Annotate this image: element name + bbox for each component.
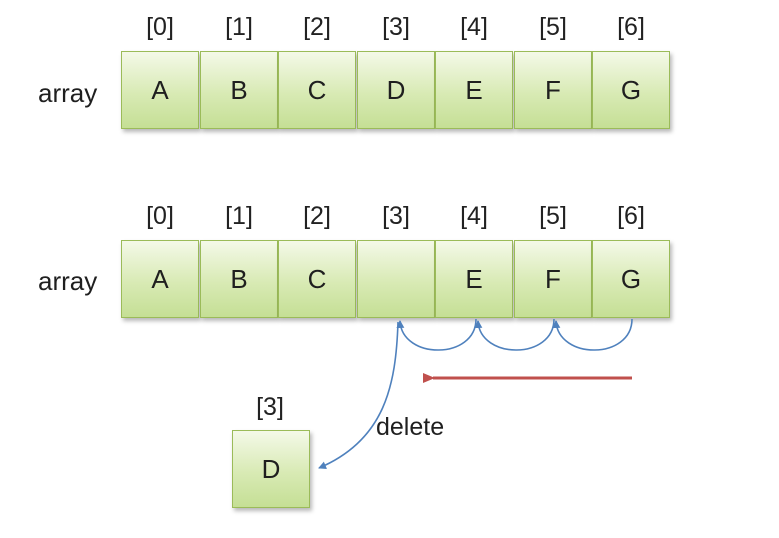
top-cell-1: B	[200, 51, 278, 129]
bottom-index-4: [4]	[460, 202, 488, 230]
bottom-index-0: [0]	[146, 202, 174, 230]
top-array-label: array	[38, 78, 98, 108]
bottom-cell-1: B	[200, 240, 278, 318]
top-index-5: [5]	[539, 13, 567, 41]
deleted-index: [3]	[256, 393, 284, 421]
bottom-cell-5: F	[514, 240, 592, 318]
shift-arc-5-to-4	[474, 318, 555, 351]
top-index-1: [1]	[225, 13, 253, 41]
top-index-6: [6]	[617, 13, 645, 41]
bottom-cell-6: G	[592, 240, 670, 318]
bottom-cell-4: E	[435, 240, 513, 318]
top-index-0: [0]	[146, 13, 174, 41]
bottom-cell-3-empty	[357, 240, 435, 318]
top-index-3: [3]	[382, 13, 410, 41]
deleted-cell: D	[232, 430, 310, 508]
bottom-index-1: [1]	[225, 202, 253, 230]
bottom-index-3: [3]	[382, 202, 410, 230]
top-index-4: [4]	[460, 13, 488, 41]
bottom-array-label: array	[38, 266, 98, 296]
bottom-cell-2: C	[278, 240, 356, 318]
bottom-index-6: [6]	[617, 202, 645, 230]
top-cell-3: D	[357, 51, 435, 129]
top-cell-2: C	[278, 51, 356, 129]
top-cell-0: A	[121, 51, 199, 129]
bottom-cell-0: A	[121, 240, 199, 318]
top-index-2: [2]	[303, 13, 331, 41]
top-cell-5: F	[514, 51, 592, 129]
bottom-index-5: [5]	[539, 202, 567, 230]
shift-arc-4-to-3	[396, 318, 477, 351]
delete-arrow	[318, 321, 399, 469]
top-cell-4: E	[435, 51, 513, 129]
delete-label: delete	[376, 413, 445, 441]
top-cell-6: G	[592, 51, 670, 129]
bottom-index-2: [2]	[303, 202, 331, 230]
shift-arc-6-to-5	[552, 318, 633, 351]
